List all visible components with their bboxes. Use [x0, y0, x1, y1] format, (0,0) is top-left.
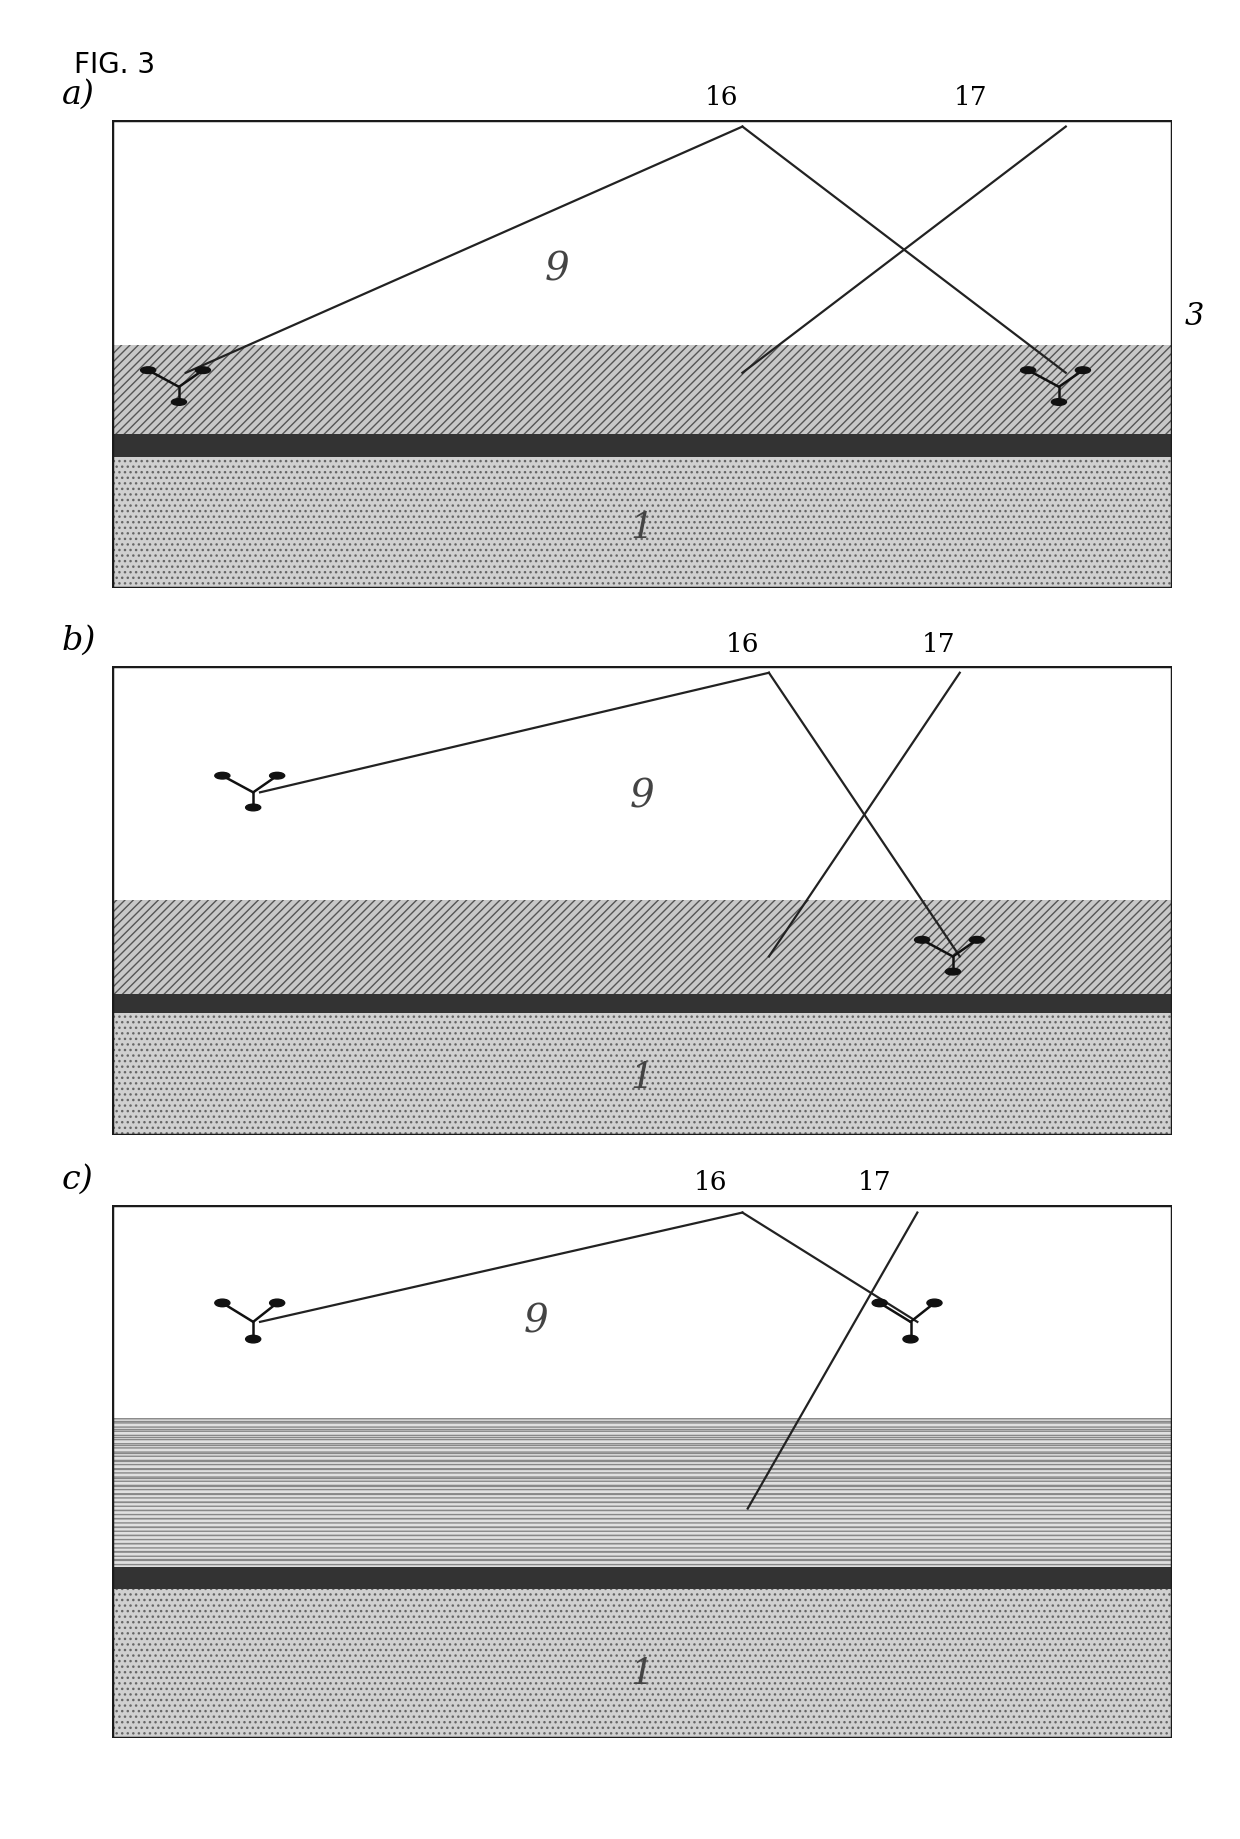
Circle shape	[196, 366, 211, 373]
Text: 17: 17	[954, 85, 987, 110]
Bar	[112, 458, 1172, 588]
Bar	[112, 1418, 1172, 1567]
Text: 9: 9	[544, 252, 569, 289]
Circle shape	[915, 936, 930, 943]
Bar	[112, 993, 1172, 1013]
Circle shape	[945, 969, 961, 975]
Text: 3: 3	[1184, 302, 1204, 333]
Bar	[112, 458, 1172, 588]
Text: 17: 17	[858, 1170, 892, 1195]
Circle shape	[269, 772, 285, 780]
Bar	[112, 901, 1172, 993]
Circle shape	[215, 1298, 229, 1308]
Text: 16: 16	[704, 85, 738, 110]
Bar	[112, 1205, 1172, 1418]
Circle shape	[872, 1298, 887, 1308]
Text: 17: 17	[921, 631, 955, 657]
Bar	[112, 1013, 1172, 1135]
Circle shape	[1052, 399, 1066, 405]
Circle shape	[171, 399, 186, 405]
Text: 9: 9	[523, 1304, 548, 1341]
Circle shape	[928, 1298, 942, 1308]
Bar	[112, 1589, 1172, 1738]
Circle shape	[140, 366, 156, 373]
Circle shape	[1075, 366, 1090, 373]
Circle shape	[903, 1335, 918, 1342]
Bar	[112, 1013, 1172, 1135]
Bar	[112, 1418, 1172, 1567]
Text: 1: 1	[630, 511, 653, 544]
Circle shape	[215, 772, 229, 780]
Text: 16: 16	[725, 631, 759, 657]
Bar	[112, 344, 1172, 434]
Bar	[112, 344, 1172, 434]
Circle shape	[269, 1298, 285, 1308]
Circle shape	[246, 1335, 260, 1342]
Text: c): c)	[62, 1164, 94, 1195]
Circle shape	[246, 804, 260, 811]
Text: FIG. 3: FIG. 3	[74, 51, 155, 79]
Text: 16: 16	[694, 1170, 728, 1195]
Text: a): a)	[62, 79, 95, 110]
Bar	[112, 1589, 1172, 1738]
Bar	[112, 120, 1172, 344]
Circle shape	[1021, 366, 1035, 373]
Text: 1: 1	[630, 1657, 653, 1690]
Text: 1: 1	[630, 1061, 653, 1096]
Bar	[112, 666, 1172, 901]
Bar	[112, 1567, 1172, 1589]
Text: b): b)	[62, 625, 97, 657]
Text: 9: 9	[630, 778, 653, 815]
Bar	[112, 901, 1172, 993]
Bar	[112, 434, 1172, 458]
Circle shape	[970, 936, 985, 943]
